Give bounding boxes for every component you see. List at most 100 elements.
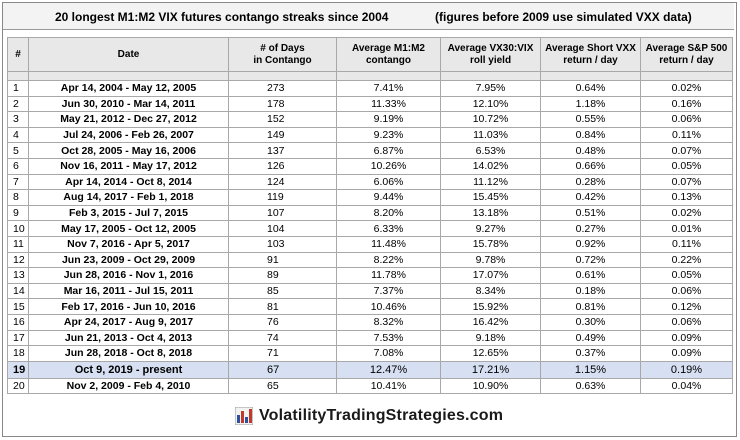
contango-cell: 7.08% [336,345,441,362]
table-row-highlighted: 19 Oct 9, 2019 - present 67 12.47% 17.21% 1.1… [7,360,733,379]
table-row: 17 Jun 21, 2013 - Oct 4, 2013 74 7.53% 9.18%… [7,329,733,347]
days-cell: 178 [228,95,337,113]
days-cell: 67 [228,360,337,379]
date-cell: Oct 9, 2019 - present [28,360,229,379]
contango-cell: 8.32% [336,313,441,331]
roll-yield-cell: 17.21% [440,360,541,379]
days-cell: 107 [228,204,337,222]
sp500-cell: 0.01% [640,220,733,237]
table-row: 8 Aug 14, 2017 - Feb 1, 2018 119 9.44% 15.45… [7,189,733,206]
date-cell: Nov 2, 2009 - Feb 4, 2010 [28,377,229,395]
short-vxx-cell: 0.64% [540,80,641,97]
days-cell: 89 [228,267,337,284]
table-row: 11 Nov 7, 2016 - Apr 5, 2017 103 11.48% 15.7… [7,235,733,253]
rank-cell: 9 [7,204,29,222]
rank-cell: 13 [7,267,29,284]
contango-cell: 8.20% [336,204,441,222]
short-vxx-cell: 0.84% [540,126,641,144]
table-row: 6 Nov 16, 2011 - May 17, 2012 126 10.26% 14.… [7,157,733,175]
date-cell: Aug 14, 2017 - Feb 1, 2018 [28,189,229,206]
logo-bar [249,409,252,423]
short-vxx-cell: 0.61% [540,267,641,284]
logo-bar [241,411,244,423]
days-cell: 76 [228,313,337,331]
sp500-cell: 0.11% [640,235,733,253]
days-cell: 124 [228,173,337,191]
roll-yield-cell: 15.92% [440,298,541,315]
table-row: 7 Apr 14, 2014 - Oct 8, 2014 124 6.06% 11.12… [7,173,733,191]
date-cell: Nov 7, 2016 - Apr 5, 2017 [28,235,229,253]
days-cell: 137 [228,142,337,159]
short-vxx-cell: 0.37% [540,345,641,362]
roll-yield-cell: 15.78% [440,235,541,253]
date-cell: Jun 21, 2013 - Oct 4, 2013 [28,329,229,347]
contango-cell: 6.06% [336,173,441,191]
contango-cell: 7.41% [336,80,441,97]
bar-chart-icon [235,407,253,425]
header-vxx: Average Short VXX return / day [540,37,641,72]
sp500-cell: 0.05% [640,157,733,175]
data-note: (figures before 2009 use simulated VXX d… [435,10,692,24]
table-row: 4 Jul 24, 2006 - Feb 26, 2007 149 9.23% 11.0… [7,126,733,144]
short-vxx-cell: 0.81% [540,298,641,315]
rank-cell: 7 [7,173,29,191]
table-row: 14 Mar 16, 2011 - Jul 15, 2011 85 7.37% 8.34… [7,282,733,300]
contango-cell: 9.19% [336,111,441,128]
date-cell: Apr 24, 2017 - Aug 9, 2017 [28,313,229,331]
rank-cell: 3 [7,111,29,128]
date-cell: Oct 28, 2005 - May 16, 2006 [28,142,229,159]
days-cell: 273 [228,80,337,97]
table-row: 3 May 21, 2012 - Dec 27, 2012 152 9.19% 10.7… [7,111,733,128]
header-sp500-line1: Average S&P 500 [645,42,728,54]
table-row: 18 Jun 28, 2018 - Oct 8, 2018 71 7.08% 12.65… [7,345,733,362]
roll-yield-cell: 6.53% [440,142,541,159]
header-vxx-line1: Average Short VXX [545,42,636,54]
short-vxx-cell: 0.42% [540,189,641,206]
sp500-cell: 0.19% [640,360,733,379]
roll-yield-cell: 11.12% [440,173,541,191]
rank-cell: 11 [7,235,29,253]
roll-yield-cell: 7.95% [440,80,541,97]
date-cell: Nov 16, 2011 - May 17, 2012 [28,157,229,175]
contango-cell: 12.47% [336,360,441,379]
date-cell: Feb 3, 2015 - Jul 7, 2015 [28,204,229,222]
table-row: 20 Nov 2, 2009 - Feb 4, 2010 65 10.41% 10.90… [7,377,733,395]
header-roll-line1: Average VX30:VIX [447,42,534,54]
roll-yield-cell: 15.45% [440,189,541,206]
days-cell: 85 [228,282,337,300]
rank-cell: 1 [7,80,29,97]
sp500-cell: 0.13% [640,189,733,206]
short-vxx-cell: 0.63% [540,377,641,395]
date-cell: Apr 14, 2004 - May 12, 2005 [28,80,229,97]
days-cell: 91 [228,251,337,269]
sp500-cell: 0.22% [640,251,733,269]
short-vxx-cell: 0.55% [540,111,641,128]
days-cell: 74 [228,329,337,347]
roll-yield-cell: 10.90% [440,377,541,395]
sp500-cell: 0.07% [640,142,733,159]
rank-cell: 5 [7,142,29,159]
table-row: 10 May 17, 2005 - Oct 12, 2005 104 6.33% 9.2… [7,220,733,237]
rank-cell: 10 [7,220,29,237]
days-cell: 71 [228,345,337,362]
table-row: 9 Feb 3, 2015 - Jul 7, 2015 107 8.20% 13.18%… [7,204,733,222]
contango-cell: 6.87% [336,142,441,159]
roll-yield-cell: 10.72% [440,111,541,128]
header-date: Date [28,37,229,72]
table-row: 1 Apr 14, 2004 - May 12, 2005 273 7.41% 7.95… [7,80,733,97]
header-rank: # [7,37,29,72]
roll-yield-cell: 8.34% [440,282,541,300]
date-cell: Mar 16, 2011 - Jul 15, 2011 [28,282,229,300]
sp500-cell: 0.07% [640,173,733,191]
sp500-cell: 0.05% [640,267,733,284]
date-cell: Jul 24, 2006 - Feb 26, 2007 [28,126,229,144]
short-vxx-cell: 0.28% [540,173,641,191]
page-title: 20 longest M1:M2 VIX futures contango st… [55,10,389,24]
date-cell: Jun 23, 2009 - Oct 29, 2009 [28,251,229,269]
contango-cell: 10.46% [336,298,441,315]
table-row: 16 Apr 24, 2017 - Aug 9, 2017 76 8.32% 16.42… [7,313,733,331]
roll-yield-cell: 12.10% [440,95,541,113]
days-cell: 126 [228,157,337,175]
contango-cell: 11.48% [336,235,441,253]
sp500-cell: 0.06% [640,111,733,128]
